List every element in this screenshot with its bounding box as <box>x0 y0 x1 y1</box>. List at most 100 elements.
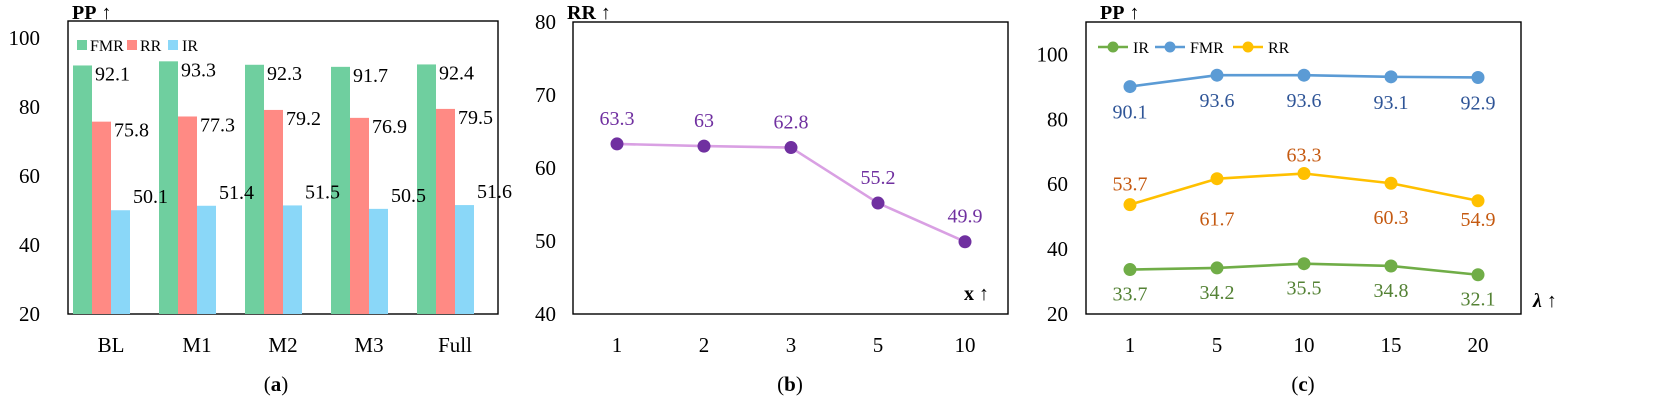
data-label-ir-1: 33.7 <box>1113 284 1148 306</box>
y-tick-label: 80 <box>535 10 556 34</box>
x-tick-label: M1 <box>182 333 211 357</box>
y-tick-label: 40 <box>1047 237 1068 261</box>
y-tick-label: 40 <box>535 302 556 326</box>
data-label-ir-5: 34.2 <box>1200 282 1235 304</box>
point-fmr-5 <box>1210 68 1224 82</box>
data-label-rr-15: 60.3 <box>1374 207 1409 229</box>
bar-rr-m2 <box>264 109 283 315</box>
data-label-values-1: 63.3 <box>600 108 635 130</box>
legend-label-fmr: FMR <box>90 38 124 55</box>
point-values-10 <box>958 235 972 249</box>
data-label-rr-m2: 79.2 <box>286 108 321 130</box>
x-tick-label: M2 <box>268 333 297 357</box>
y-tick-label: 20 <box>19 302 40 326</box>
point-values-1 <box>610 137 624 151</box>
point-fmr-1 <box>1123 80 1137 94</box>
bar-rr-full <box>436 108 455 315</box>
data-label-fmr-m3: 91.7 <box>353 65 388 87</box>
legend-marker-rr <box>1242 41 1254 53</box>
y-tick-label: 70 <box>535 83 556 107</box>
y-tick-label: 50 <box>535 229 556 253</box>
y-tick-label: 80 <box>19 95 40 119</box>
data-label-rr-10: 63.3 <box>1287 145 1322 167</box>
data-label-ir-20: 32.1 <box>1461 289 1496 311</box>
panel-caption: (a) <box>264 372 289 396</box>
data-label-rr-5: 61.7 <box>1200 209 1235 231</box>
plot-area-border <box>1085 21 1522 315</box>
y-tick-label: 100 <box>9 26 41 50</box>
panel-caption: (b) <box>777 372 803 396</box>
data-label-fmr-1: 90.1 <box>1113 102 1148 124</box>
data-label-ir-m2: 51.5 <box>305 181 340 203</box>
data-label-fmr-5: 93.6 <box>1200 90 1235 112</box>
point-fmr-10 <box>1297 68 1311 82</box>
point-fmr-20 <box>1471 70 1485 84</box>
point-rr-5 <box>1210 172 1224 186</box>
bar-fmr-m2 <box>245 64 264 314</box>
panel-caption: (c) <box>1291 372 1314 396</box>
legend-label-rr: RR <box>140 38 162 55</box>
y-axis-label: PP ↑ <box>1100 2 1139 24</box>
bar-ir-bl <box>111 210 130 314</box>
data-label-values-3: 62.8 <box>774 112 809 134</box>
y-tick-label: 40 <box>19 233 40 257</box>
point-ir-1 <box>1123 263 1137 277</box>
point-values-5 <box>871 196 885 210</box>
data-label-values-10: 49.9 <box>948 206 983 228</box>
data-label-values-5: 55.2 <box>861 167 896 189</box>
x-tick-label: 10 <box>1294 333 1315 357</box>
data-label-ir-10: 35.5 <box>1287 278 1322 300</box>
data-label-ir-m1: 51.4 <box>219 182 254 204</box>
point-ir-5 <box>1210 261 1224 275</box>
data-label-rr-m1: 77.3 <box>200 114 235 136</box>
point-values-2 <box>697 139 711 153</box>
legend-label-ir: IR <box>1133 40 1149 57</box>
y-axis-label: RR ↑ <box>567 2 611 24</box>
x-tick-label: 5 <box>1212 333 1223 357</box>
legend-swatch-rr <box>127 40 137 50</box>
bar-fmr-m3 <box>331 66 350 314</box>
data-label-fmr-full: 92.4 <box>439 62 474 84</box>
x-tick-label: M3 <box>354 333 383 357</box>
point-fmr-15 <box>1384 70 1398 84</box>
data-label-fmr-m1: 93.3 <box>181 59 216 81</box>
point-rr-20 <box>1471 194 1485 208</box>
data-label-fmr-20: 92.9 <box>1461 92 1496 114</box>
y-tick-label: 20 <box>1047 302 1068 326</box>
data-label-fmr-10: 93.6 <box>1287 90 1322 112</box>
data-label-fmr-15: 93.1 <box>1374 92 1409 114</box>
legend-label-fmr: FMR <box>1190 40 1224 57</box>
legend-marker-fmr <box>1164 41 1176 53</box>
bar-ir-full <box>455 205 474 314</box>
data-label-rr-1: 53.7 <box>1113 174 1148 196</box>
x-tick-label: 3 <box>786 333 797 357</box>
x-axis-label: x ↑ <box>964 283 989 305</box>
data-label-rr-full: 79.5 <box>458 107 493 129</box>
legend-swatch-ir <box>168 40 178 50</box>
x-tick-label: Full <box>438 333 472 357</box>
y-tick-label: 100 <box>1037 42 1069 66</box>
point-ir-15 <box>1384 259 1398 273</box>
x-tick-label: 2 <box>699 333 710 357</box>
point-rr-1 <box>1123 198 1137 212</box>
data-label-ir-full: 51.6 <box>477 181 512 203</box>
point-rr-10 <box>1297 167 1311 181</box>
data-label-fmr-m2: 92.3 <box>267 63 302 85</box>
data-label-rr-20: 54.9 <box>1461 209 1496 231</box>
data-label-rr-bl: 75.8 <box>114 120 149 142</box>
bar-fmr-bl <box>73 65 92 314</box>
plot-area-border <box>572 21 1009 315</box>
data-label-ir-m3: 50.5 <box>391 185 426 207</box>
data-label-fmr-bl: 92.1 <box>95 63 130 85</box>
bar-fmr-full <box>417 64 436 314</box>
data-label-rr-m3: 76.9 <box>372 116 407 138</box>
x-axis-label: λ ↑ <box>1532 290 1557 312</box>
x-tick-label: 1 <box>612 333 623 357</box>
data-label-ir-bl: 50.1 <box>133 186 168 208</box>
point-ir-10 <box>1297 257 1311 271</box>
y-tick-label: 60 <box>535 156 556 180</box>
bar-ir-m3 <box>369 208 388 314</box>
bar-fmr-m1 <box>159 61 178 314</box>
point-values-3 <box>784 141 798 155</box>
